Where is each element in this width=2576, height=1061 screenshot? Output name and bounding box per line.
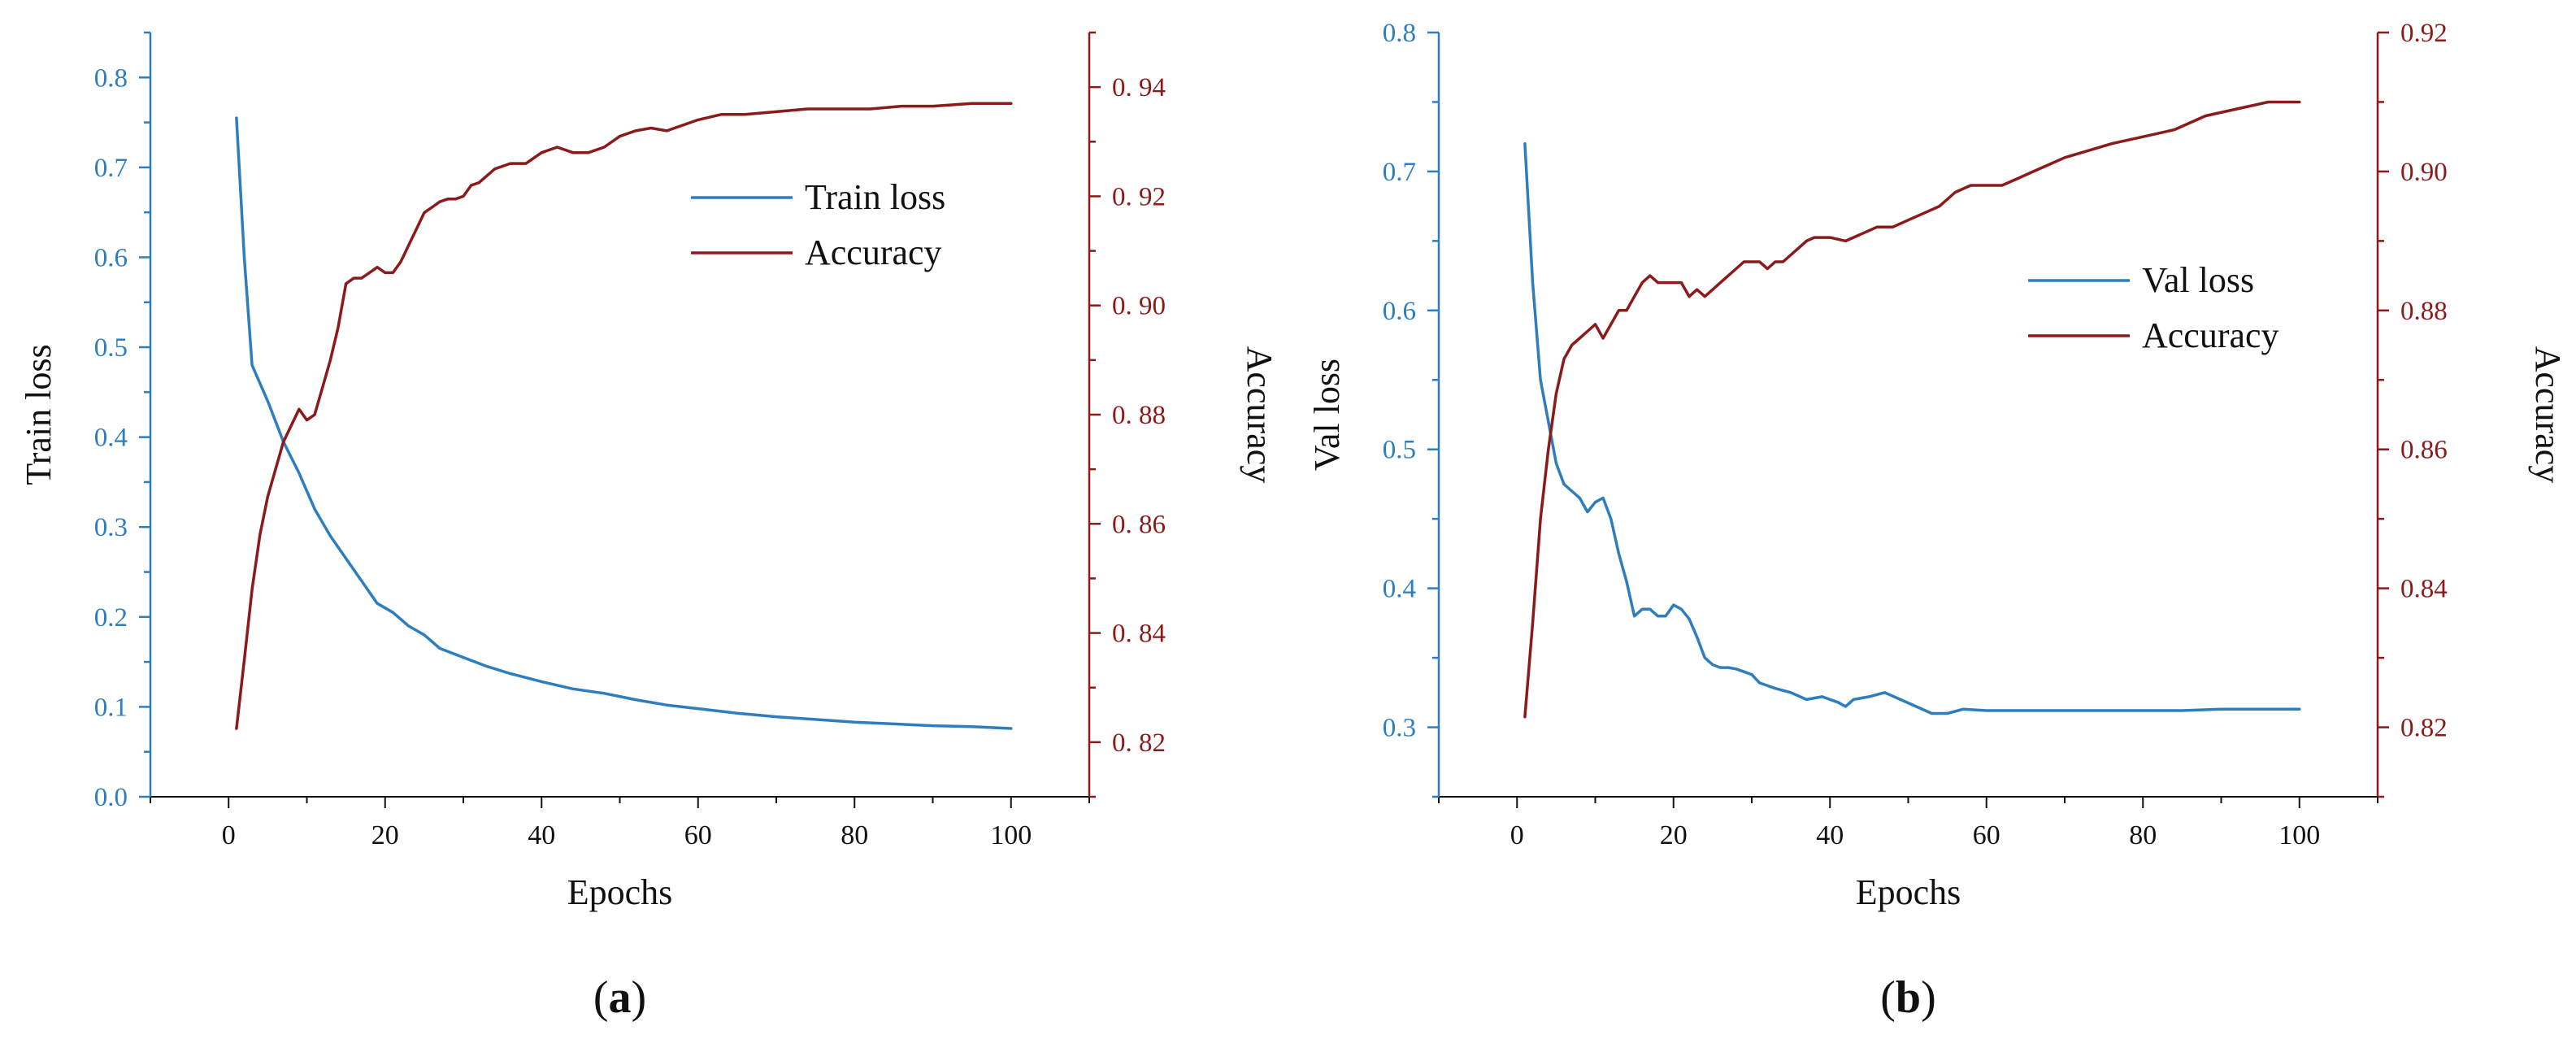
- panel-b: 0 20 40 60 80 100 0.3 0.4 0.5 0.6 0.7 0.8 0.82 0.84 0.…: [1288, 0, 2576, 1057]
- panel-label-close: ): [632, 972, 647, 1023]
- chart-b: 0 20 40 60 80 100 0.3 0.4 0.5 0.6 0.7 0.8 0.82 0.84 0.…: [1307, 19, 2568, 1023]
- left-tick-label: 0.3: [1383, 714, 1416, 743]
- left-tick-label: 0.0: [94, 783, 128, 812]
- right-tick-label: 0. 92: [1112, 182, 1166, 211]
- loss-series-line: [1523, 141, 2301, 715]
- left-tick-label: 0.7: [1383, 158, 1416, 187]
- right-tick-label: 0. 82: [1112, 728, 1166, 758]
- x-tick-label: 60: [1973, 820, 2000, 850]
- x-tick-label: 80: [841, 820, 868, 850]
- panel-label-close: ): [1921, 972, 1936, 1023]
- panel-label-letter: a: [609, 972, 632, 1023]
- right-tick-label: 0.82: [2400, 714, 2448, 743]
- x-tick-label: 100: [2278, 820, 2320, 850]
- x-tick-label: 20: [371, 820, 399, 850]
- x-tick-label: 0: [1510, 820, 1524, 850]
- right-y-axis-title: Accuracy: [2528, 346, 2568, 484]
- right-tick-label: 0.92: [2400, 19, 2448, 48]
- legend-label: Train loss: [805, 177, 945, 217]
- right-tick-label: 0. 88: [1112, 401, 1166, 430]
- left-tick-label: 0.8: [1383, 19, 1416, 48]
- x-tick-label: 40: [528, 820, 555, 850]
- left-y-axis-title: Train loss: [19, 344, 59, 485]
- x-tick-label: 100: [990, 820, 1032, 850]
- right-tick-label: 0. 84: [1112, 620, 1166, 649]
- plot-area: 0 20 40 60 80 100 0.3 0.4 0.5 0.6 0.7 0.8 0.82 0.84 0.…: [1307, 19, 2568, 1023]
- panel-label-open: (: [1880, 972, 1896, 1023]
- x-axis-title: Epochs: [1856, 872, 1961, 912]
- x-tick-label: 60: [684, 820, 712, 850]
- right-tick-label: 0. 94: [1112, 73, 1166, 102]
- left-tick-label: 0.2: [94, 603, 128, 633]
- left-tick-label: 0.6: [94, 243, 128, 272]
- left-tick-label: 0.5: [1383, 436, 1416, 465]
- legend: Val loss Accuracy: [2028, 260, 2279, 355]
- right-tick-label: 0.86: [2400, 436, 2448, 465]
- legend-label: Accuracy: [2142, 315, 2279, 355]
- accuracy-series-line: [1523, 100, 2301, 719]
- legend-label: Accuracy: [805, 233, 942, 272]
- accuracy-series-line: [235, 102, 1013, 730]
- left-tick-label: 0.6: [1383, 297, 1416, 326]
- left-tick-label: 0.3: [94, 513, 128, 542]
- right-tick-label: 0. 90: [1112, 292, 1166, 321]
- right-tick-label: 0.90: [2400, 158, 2448, 187]
- left-tick-label: 0.7: [94, 154, 128, 183]
- right-y-axis-title: Accuracy: [1240, 346, 1279, 484]
- left-tick-label: 0.4: [94, 424, 128, 453]
- left-tick-label: 0.4: [1383, 575, 1416, 604]
- panel-label: (b): [1880, 972, 1935, 1023]
- legend-label: Val loss: [2142, 260, 2254, 300]
- panel-label-open: (: [593, 972, 609, 1023]
- x-tick-label: 40: [1816, 820, 1844, 850]
- left-tick-label: 0.8: [94, 63, 128, 93]
- chart-a: 0 20 40 60 80 100 0.0 0.1 0.2 0.3 0.4 0.5 0.6 0.7 0.8 0…: [19, 31, 1279, 1023]
- x-tick-label: 80: [2129, 820, 2157, 850]
- loss-series-line: [235, 116, 1013, 730]
- right-tick-label: 0. 86: [1112, 510, 1166, 539]
- x-tick-label: 0: [222, 820, 236, 850]
- right-tick-label: 0.88: [2400, 297, 2448, 326]
- panel-label: (a): [593, 972, 646, 1023]
- x-axis-title: Epochs: [567, 872, 673, 912]
- plot-area: 0 20 40 60 80 100 0.0 0.1 0.2 0.3 0.4 0.5 0.6 0.7 0.8 0…: [19, 31, 1279, 1023]
- panel-a: 0 20 40 60 80 100 0.0 0.1 0.2 0.3 0.4 0.5 0.6 0.7 0.8 0…: [0, 0, 1288, 1057]
- left-y-axis-title: Val loss: [1307, 359, 1347, 471]
- legend: Train loss Accuracy: [691, 177, 945, 272]
- x-tick-label: 20: [1660, 820, 1688, 850]
- panel-label-letter: b: [1896, 972, 1921, 1023]
- right-tick-label: 0.84: [2400, 575, 2448, 604]
- left-tick-label: 0.5: [94, 333, 128, 363]
- left-tick-label: 0.1: [94, 693, 128, 722]
